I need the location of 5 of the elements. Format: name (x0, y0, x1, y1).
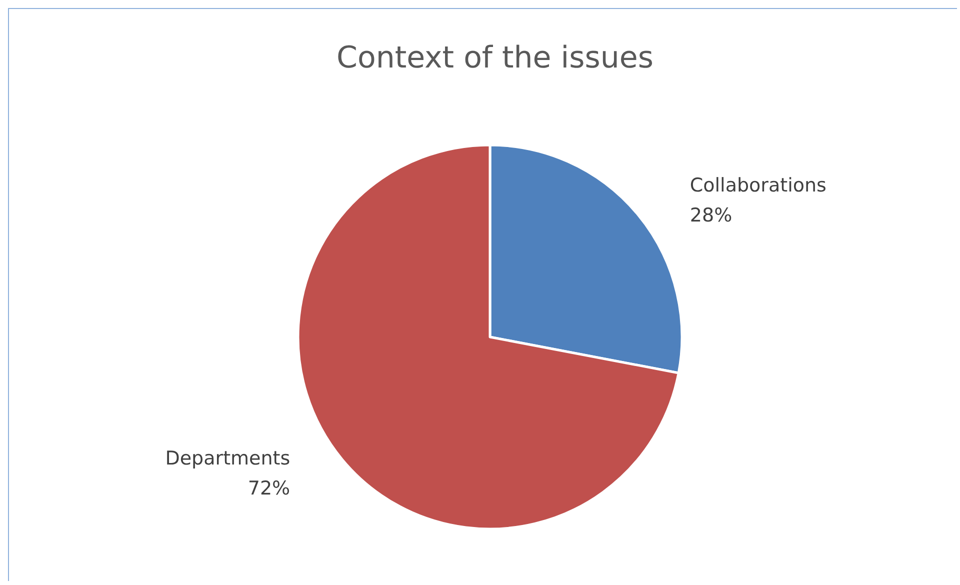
slice-label: Departments (165, 447, 290, 470)
slice-label: Collaborations (690, 174, 826, 197)
data-label: 72% (248, 477, 290, 500)
data-label: 28% (690, 204, 732, 227)
chart-title: Context of the issues (336, 40, 654, 76)
